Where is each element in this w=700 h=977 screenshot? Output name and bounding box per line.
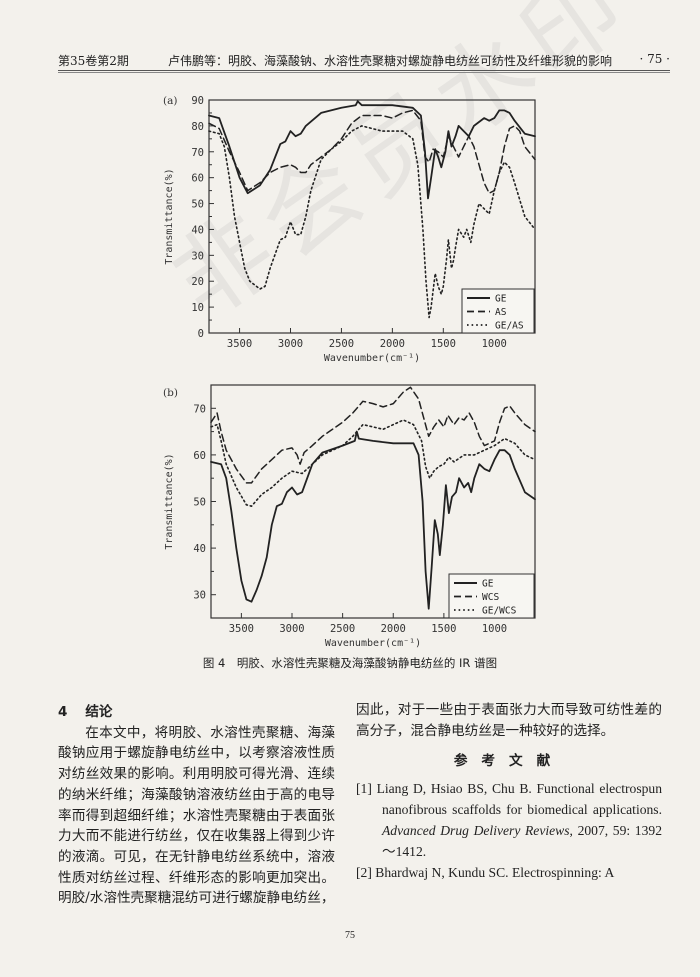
legend-box [448, 573, 535, 619]
y-tick-label: 40 [193, 543, 206, 555]
series-line-ge-wcs [210, 419, 536, 507]
legend-label: GE [495, 294, 507, 305]
header-rule [58, 70, 670, 73]
legend-label: GE/WCS [482, 606, 517, 617]
reference-text: Liang D, Hsiao BS, Chu B. Functional ele… [376, 781, 662, 818]
x-tick-label: 2500 [330, 623, 355, 635]
x-tick-label: 3000 [279, 623, 304, 635]
legend-label: WCS [482, 592, 499, 603]
reference-item: [2] Bhardwaj N, Kundu SC. Electrospinnin… [356, 862, 662, 883]
legend: GE WCS GE/WCS [448, 573, 535, 619]
y-tick-label: 40 [191, 224, 204, 236]
header-page-number: · 75 · [639, 52, 670, 66]
x-tick-label: 1000 [482, 338, 507, 350]
legend-label: GE [482, 579, 494, 590]
running-title: 卢伟鹏等：明胶、海藻酸钠、水溶性壳聚糖对螺旋静电纺丝可纺性及纤维形貌的影响 [168, 54, 613, 68]
running-header: 第35卷第2期 卢伟鹏等：明胶、海藻酸钠、水溶性壳聚糖对螺旋静电纺丝可纺性及纤维… [58, 52, 670, 69]
x-tick-label: 2000 [380, 338, 405, 350]
y-tick-label: 80 [191, 121, 204, 133]
conclusion-paragraph: 在本文中，将明胶、水溶性壳聚糖、海藻酸钠应用于螺旋静电纺丝中，以考察溶液性质对纺… [58, 724, 335, 907]
journal-issue: 第35卷第2期 [58, 54, 129, 68]
reference-number: [1] [356, 781, 372, 797]
section-number: 4 [58, 704, 68, 720]
y-tick-label: 10 [191, 302, 204, 314]
series-line-as [208, 109, 536, 194]
y-tick-label: 50 [193, 497, 206, 509]
y-tick-label: 20 [191, 276, 204, 288]
legend-label: GE/AS [495, 321, 524, 332]
y-tick-label: 50 [191, 199, 204, 211]
reference-item: [1] Liang D, Hsiao BS, Chu B. Functional… [356, 778, 662, 862]
x-tick-label: 3000 [278, 338, 303, 350]
y-tick-label: 90 [191, 95, 204, 107]
x-tick-label: 2500 [329, 338, 354, 350]
y-tick-label: 60 [191, 173, 204, 185]
y-tick-label: 70 [193, 403, 206, 415]
section-title: 结论 [85, 704, 113, 720]
x-axis-label: Wavenumber(cm⁻¹) [325, 638, 421, 649]
y-tick-label: 60 [193, 450, 206, 462]
left-column: 4 结论 在本文中，将明胶、水溶性壳聚糖、海藻酸钠应用于螺旋静电纺丝中，以考察溶液… [58, 700, 335, 909]
reference-details: , 2007, 59: 1392～1412. [382, 823, 662, 860]
x-axis-label: Wavenumber(cm⁻¹) [324, 353, 420, 364]
series-line-wcs [210, 386, 536, 484]
section-heading: 4 结论 [58, 702, 335, 723]
reference-number: [2] [356, 865, 372, 881]
y-tick-label: 70 [191, 147, 204, 159]
page-number: 75 [345, 930, 355, 941]
x-tick-label: 1500 [431, 623, 456, 635]
x-tick-label: 2000 [381, 623, 406, 635]
panel-label: (a) [163, 95, 177, 107]
y-axis-label: Transmittance(%) [164, 168, 175, 264]
panel-label: (b) [163, 387, 178, 399]
series-line-ge [208, 100, 536, 200]
y-tick-label: 30 [193, 590, 206, 602]
legend: GE AS GE/AS [461, 288, 535, 334]
reference-text: Bhardwaj N, Kundu SC. Electrospinning: A [375, 865, 615, 881]
reference-journal: Advanced Drug Delivery Reviews [382, 823, 570, 839]
y-tick-label: 0 [198, 328, 204, 340]
figure-caption: 图 4 明胶、水溶性壳聚糖及海藻酸钠静电纺丝的 IR 谱图 [202, 656, 498, 670]
y-axis-label: Transmittance(%) [164, 453, 175, 549]
x-tick-label: 1500 [431, 338, 456, 350]
chart-panel-a: 0 10 20 30 40 50 60 70 80 90 3500 3000 2500 2000 1500 1… [163, 95, 536, 364]
references-heading: 参考文献 [453, 753, 565, 770]
x-tick-label: 3500 [227, 338, 252, 350]
series-line-ge [210, 430, 536, 610]
x-tick-label: 1000 [482, 623, 507, 635]
y-tick-label: 30 [191, 250, 204, 262]
series-line-ge-as [208, 125, 536, 319]
conclusion-paragraph-continued: 因此，对于一些由于表面张力大而导致可纺性差的高分子，混合静电纺丝是一种较好的选择… [356, 702, 662, 739]
x-tick-label: 3500 [229, 623, 254, 635]
right-column: 因此，对于一些由于表面张力大而导致可纺性差的高分子，混合静电纺丝是一种较好的选择… [356, 700, 662, 883]
legend-label: AS [495, 307, 507, 318]
chart-panel-b: 30 40 50 60 70 3500 3000 2500 2000 1500 1000 Wavenu… [163, 384, 536, 649]
